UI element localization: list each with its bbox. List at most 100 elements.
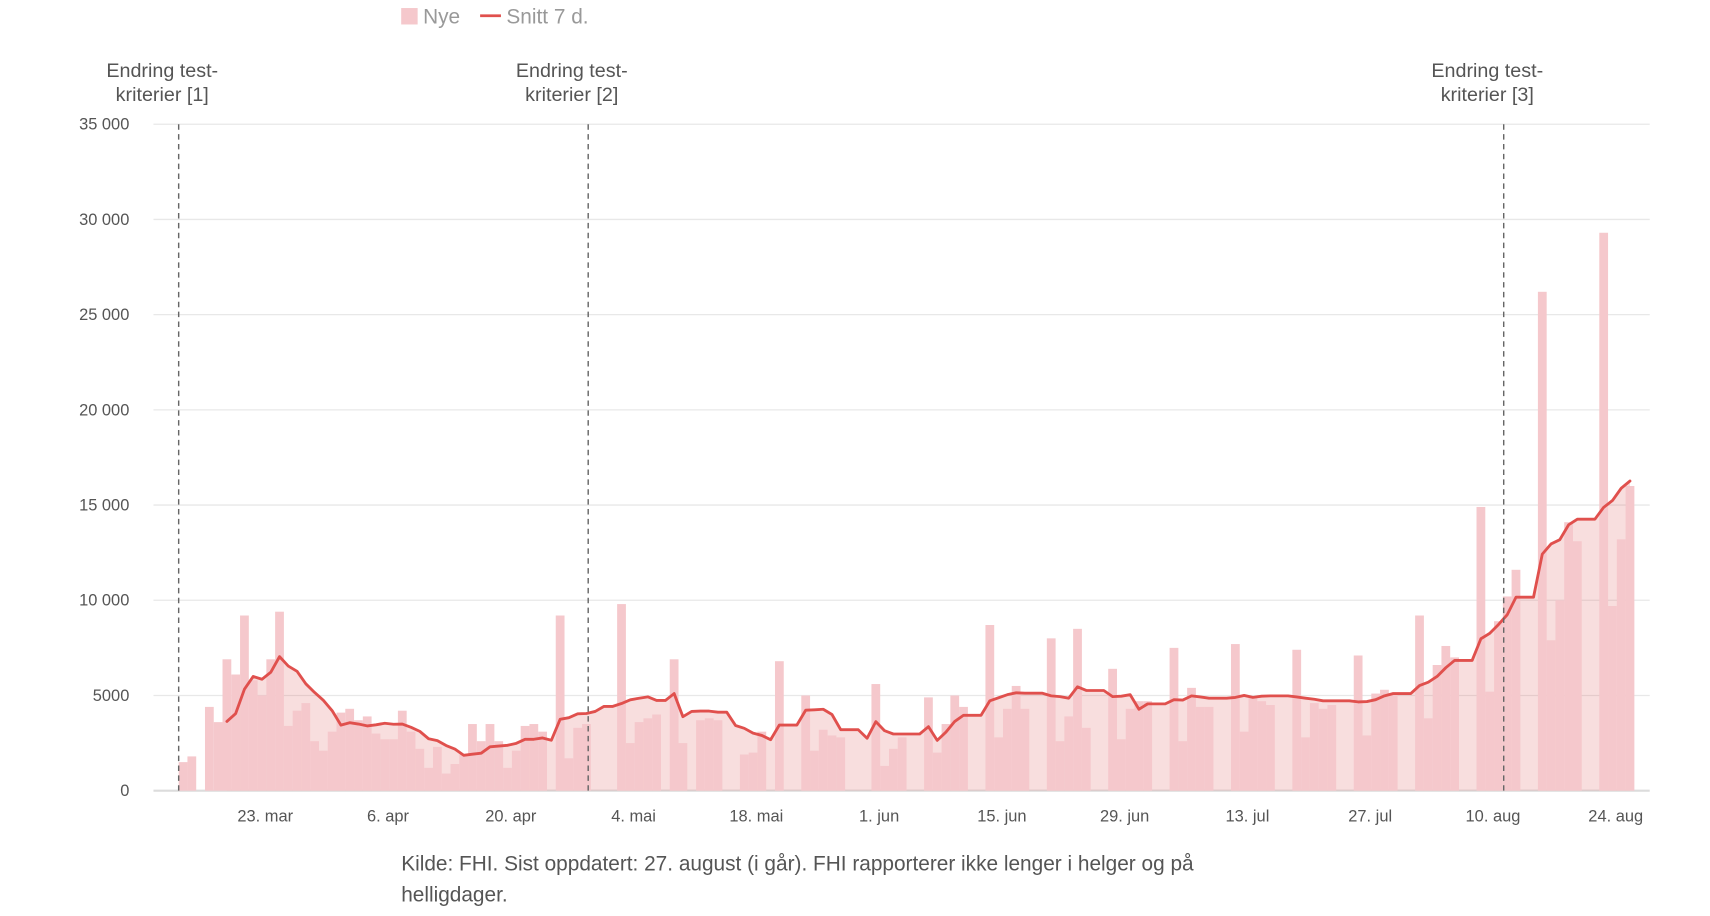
y-tick-label: 0 <box>120 782 129 800</box>
bar <box>555 615 565 791</box>
bar <box>178 762 188 791</box>
bar <box>810 750 819 791</box>
bar <box>424 767 433 791</box>
bar <box>187 756 197 791</box>
y-axis: 0 5000 10 000 15 000 20 000 25 000 30 000 35 00… <box>79 116 129 800</box>
bar <box>1625 486 1635 791</box>
average-area-fill <box>226 481 1630 791</box>
bar <box>1485 691 1495 791</box>
bar <box>704 718 714 791</box>
bar <box>538 731 547 791</box>
bar <box>625 743 635 791</box>
bar <box>529 724 539 791</box>
bar <box>1441 645 1451 791</box>
bar <box>275 611 284 791</box>
bar <box>959 706 968 791</box>
bar <box>1572 541 1582 791</box>
bar <box>669 659 679 791</box>
bar <box>1616 539 1626 791</box>
bar <box>1564 522 1573 791</box>
bar <box>836 737 846 791</box>
bar <box>1073 628 1082 791</box>
bar <box>345 708 355 791</box>
bar <box>985 625 995 791</box>
x-tick-label: 1. jun <box>859 807 899 825</box>
bar <box>450 764 460 791</box>
bar <box>494 741 504 791</box>
bar <box>397 710 407 791</box>
bar <box>459 754 469 791</box>
bar <box>617 604 626 791</box>
bar <box>1178 741 1188 791</box>
bar <box>204 706 214 791</box>
bar <box>1046 638 1056 791</box>
bar <box>1125 708 1135 791</box>
bar <box>696 720 705 791</box>
bar <box>1415 615 1424 791</box>
bar <box>1187 687 1196 791</box>
bars <box>178 232 1635 791</box>
bar <box>283 725 293 791</box>
bar <box>888 748 898 791</box>
bar <box>643 718 653 791</box>
bar <box>678 743 688 791</box>
x-tick-label: 20. apr <box>485 807 537 825</box>
x-tick-label: 18. mai <box>729 807 783 825</box>
bar <box>634 722 644 791</box>
x-tick-label: 10. aug <box>1466 807 1521 825</box>
x-tick-label: 4. mai <box>611 807 656 825</box>
annotations: Endring test-kriterier [1]Endring test-k… <box>106 60 1543 791</box>
x-tick-label: 13. jul <box>1225 807 1269 825</box>
gridlines <box>153 123 1650 792</box>
legend-label-nye: Nye <box>423 5 460 28</box>
bar <box>582 724 591 791</box>
legend-label-snitt: Snitt 7 d. <box>506 5 588 28</box>
footnote: Kilde: FHI. Sist oppdatert: 27. august (… <box>401 853 1194 907</box>
bar <box>1064 716 1074 791</box>
bar <box>1380 689 1389 791</box>
x-tick-label: 23. mar <box>237 807 293 825</box>
y-tick-label: 30 000 <box>79 211 129 229</box>
bar <box>1608 605 1617 791</box>
bar <box>1002 708 1012 791</box>
annotation-label: kriterier [3] <box>1441 84 1534 106</box>
bar <box>1371 693 1381 791</box>
footnote-line-1: Kilde: FHI. Sist oppdatert: 27. august (… <box>401 853 1194 876</box>
bar <box>213 722 223 791</box>
bar <box>266 659 276 791</box>
bar <box>1055 741 1065 791</box>
bar <box>231 674 241 791</box>
bar <box>1292 649 1302 791</box>
bar <box>240 615 249 791</box>
annotation-label: Endring test- <box>1431 60 1543 82</box>
bar <box>503 767 512 791</box>
bar <box>1195 706 1205 791</box>
bar <box>1248 697 1258 791</box>
bar <box>1388 693 1398 791</box>
legend: Nye Snitt 7 d. <box>401 5 589 28</box>
bar <box>511 750 521 791</box>
bar <box>1599 232 1609 791</box>
bar <box>1423 718 1433 791</box>
annotation-label: Endring test- <box>106 60 218 82</box>
bar <box>1204 706 1214 791</box>
bar <box>362 716 372 791</box>
bar <box>1318 708 1328 791</box>
bar <box>1239 731 1249 791</box>
bar <box>1450 657 1459 791</box>
bar <box>310 741 319 791</box>
bar <box>1116 739 1126 791</box>
bar <box>1230 644 1240 791</box>
legend-bar-swatch <box>401 8 418 25</box>
bar <box>924 697 933 791</box>
bar <box>257 695 267 791</box>
bar <box>1020 708 1030 791</box>
x-tick-label: 27. jul <box>1348 807 1392 825</box>
bar <box>1353 655 1363 791</box>
bar <box>380 739 390 791</box>
bar <box>248 680 258 791</box>
bar <box>292 710 302 791</box>
bar <box>880 765 889 791</box>
bar <box>1134 701 1144 791</box>
